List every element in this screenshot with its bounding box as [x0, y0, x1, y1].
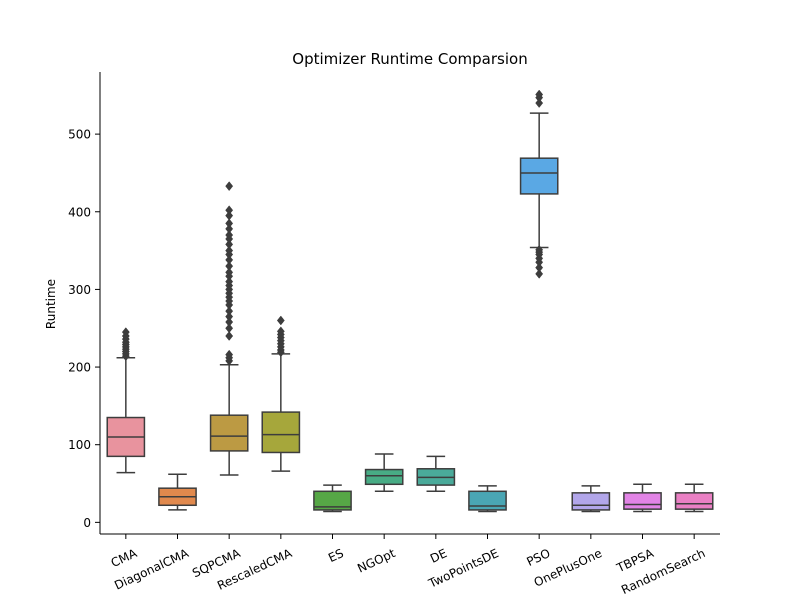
iqr-box [623, 492, 662, 510]
box-ngopt [364, 453, 404, 493]
outlier-point [225, 230, 234, 240]
iqr-box [313, 490, 352, 511]
chart-title: Optimizer Runtime Comparsion [292, 50, 527, 68]
y-tick-label: 300 [68, 283, 91, 297]
x-tick-label: CMA [109, 546, 140, 570]
outlier-point [225, 323, 234, 334]
box-randomsearch [674, 483, 714, 513]
outlier-point [225, 306, 234, 317]
iqr-box [674, 492, 714, 510]
outlier-point [535, 244, 544, 255]
x-tick-label: ES [326, 546, 346, 565]
outlier-point [225, 218, 234, 229]
outlier-point [225, 181, 234, 192]
outlier-point [225, 311, 234, 322]
y-tick-label: 400 [68, 205, 91, 219]
box-rescaledcma [261, 315, 301, 472]
outlier-point [225, 245, 234, 256]
outlier-point [225, 223, 234, 234]
outlier-point [225, 331, 234, 341]
box-oneplusone [571, 485, 611, 513]
y-tick-label: 0 [83, 516, 91, 530]
outlier-point [225, 261, 234, 272]
x-tick-label: NGOpt [355, 546, 397, 576]
outlier-point [225, 349, 234, 360]
box-tbpsa [623, 483, 662, 513]
outlier-point [225, 210, 234, 221]
iqr-box [571, 492, 611, 511]
y-tick-label: 500 [68, 128, 91, 142]
box-de [416, 455, 456, 493]
y-tick-label: 100 [68, 438, 91, 452]
outlier-point [121, 327, 130, 338]
y-tick-label: 200 [68, 361, 91, 375]
outlier-point [535, 262, 544, 273]
outlier-point [276, 326, 285, 337]
outlier-point [225, 239, 234, 250]
outlier-point [535, 98, 544, 108]
iqr-box [364, 468, 404, 486]
boxes [106, 89, 714, 513]
box-twopointsde [468, 485, 507, 513]
iqr-box [261, 411, 301, 454]
x-tick-label: PSO [524, 546, 552, 569]
outlier-point [225, 255, 234, 265]
outlier-point [535, 89, 544, 100]
iqr-box [209, 414, 249, 452]
outlier-point [535, 268, 544, 279]
outlier-point [225, 205, 234, 216]
box-sqpcma [209, 181, 249, 476]
box-pso [519, 89, 559, 279]
outlier-point [225, 276, 234, 287]
outlier-point [225, 267, 234, 278]
box-cma [106, 327, 146, 474]
outlier-point [225, 317, 234, 327]
box-es [313, 484, 352, 513]
box-diagonalcma [158, 473, 197, 511]
iqr-box [468, 490, 507, 511]
y-axis-label: Runtime [44, 279, 58, 329]
x-tick-label: DE [428, 546, 449, 566]
outlier-point [276, 315, 285, 326]
iqr-box [519, 157, 559, 195]
